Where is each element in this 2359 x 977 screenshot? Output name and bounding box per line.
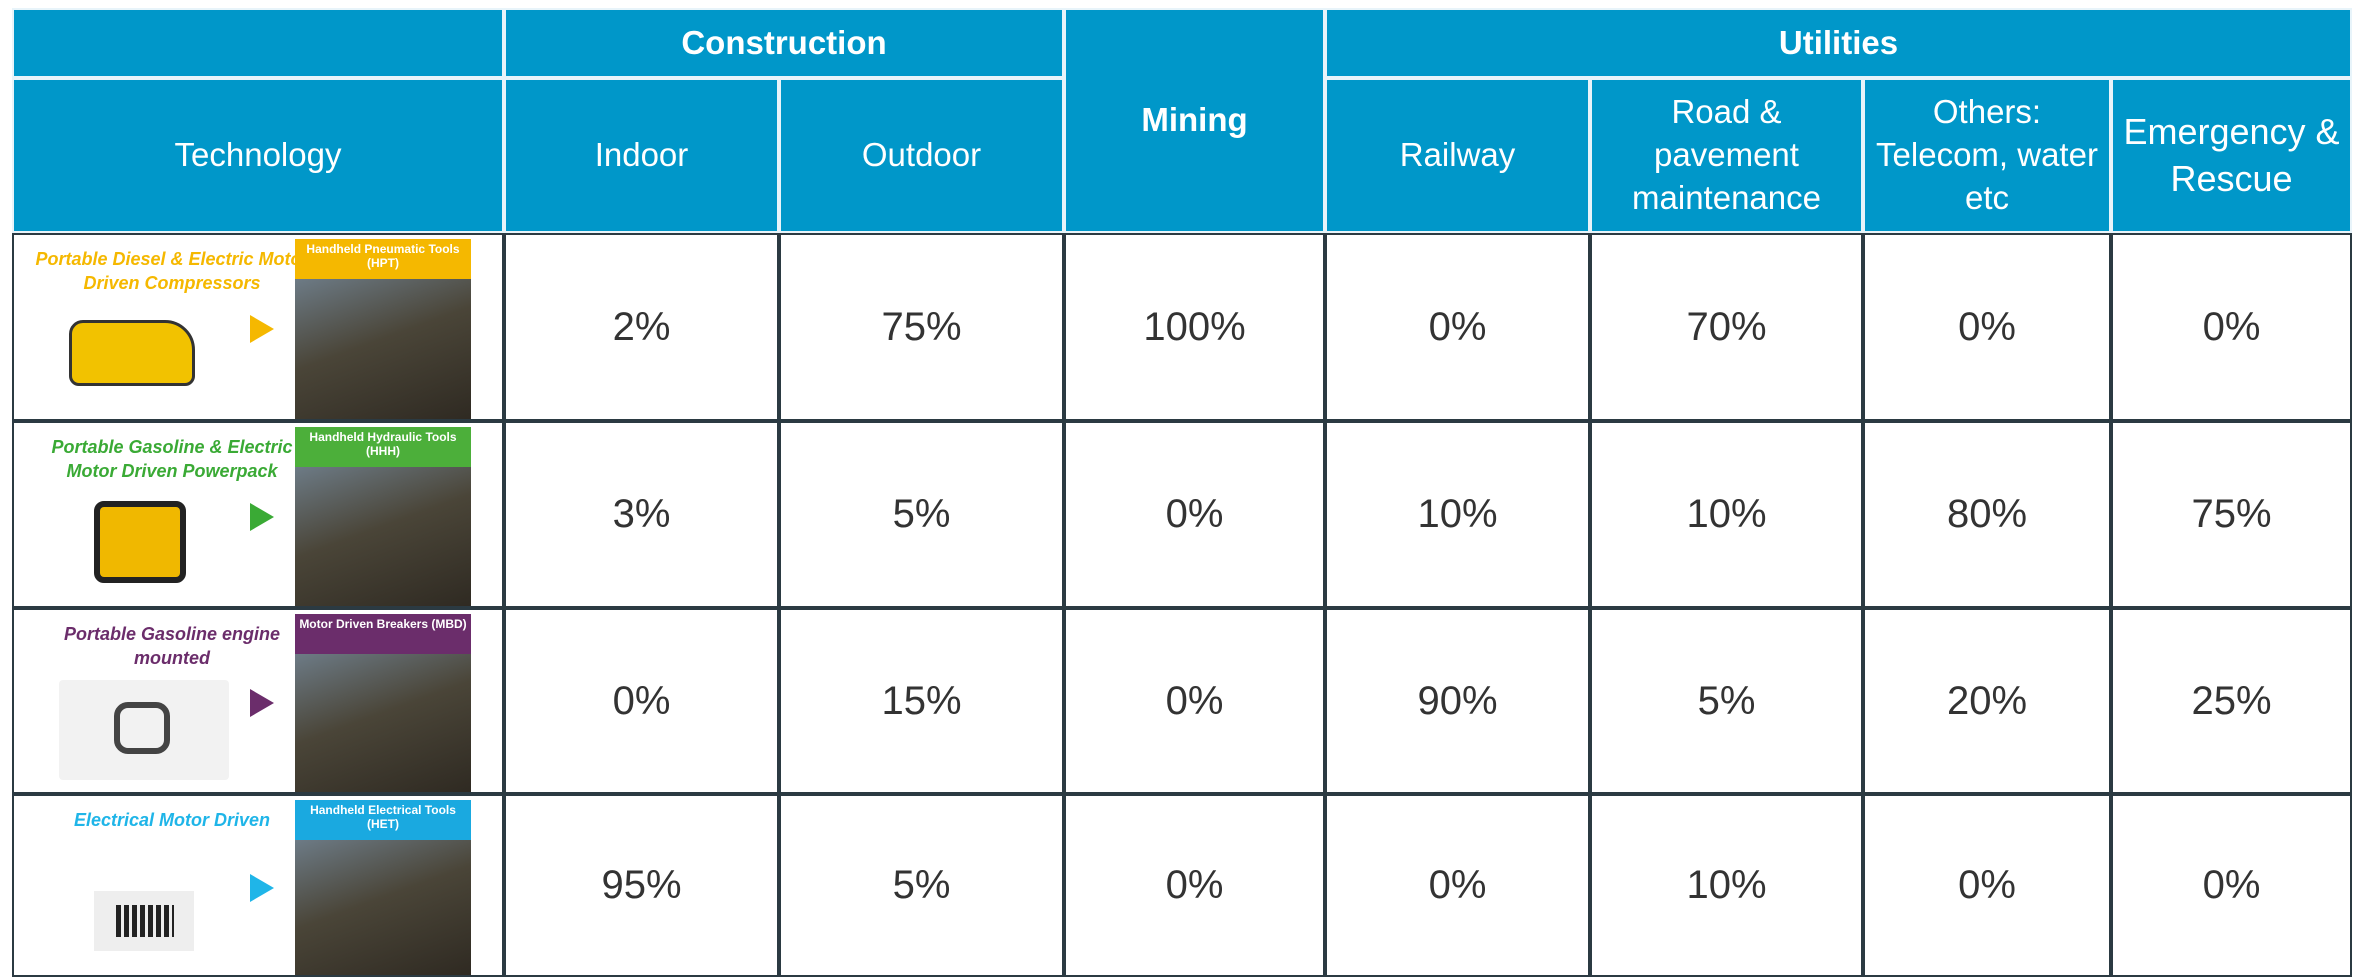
tool-photo [295, 279, 471, 419]
tool-photo [295, 467, 471, 606]
technology-label: Portable Gasoline engine mounted [34, 622, 310, 671]
machine-icon [94, 891, 194, 951]
value-cell: 2% [504, 233, 779, 421]
value-cell: 0% [1325, 794, 1590, 977]
technology-label: Portable Gasoline & Electric Motor Drive… [34, 435, 310, 484]
tool-image: Motor Driven Breakers (MBD) [295, 614, 471, 792]
arrow [250, 315, 274, 343]
tool-image: Handheld Hydraulic Tools (HHH) [295, 427, 471, 606]
technology-label: Portable Diesel & Electric Motor Driven … [34, 247, 310, 296]
page: TechnologyConstructionMiningUtilities Ind… [0, 0, 2359, 977]
machine-icon [59, 680, 229, 780]
arrow [250, 503, 274, 531]
value-cell: 0% [2111, 233, 2352, 421]
tool-label: Motor Driven Breakers (MBD) [295, 614, 471, 654]
value-cell: 0% [504, 608, 779, 794]
value-cell: 10% [1590, 421, 1863, 608]
value-cell: 0% [2111, 794, 2352, 977]
value-cell: 15% [779, 608, 1064, 794]
value-cell: 80% [1863, 421, 2111, 608]
value-cell: 20% [1863, 608, 2111, 794]
group-header: Construction [504, 8, 1064, 78]
engine-glyph [114, 702, 170, 754]
value-cell: 5% [779, 794, 1064, 977]
header-cell: Technology [12, 78, 504, 233]
column-header: Road & pavement maintenance [1590, 78, 1863, 233]
tool-label: Handheld Electrical Tools (HET) [295, 800, 471, 840]
tool-photo [295, 840, 471, 975]
arrow [250, 689, 274, 717]
value-cell: 75% [779, 233, 1064, 421]
value-cell: 100% [1064, 233, 1325, 421]
value-cell: 70% [1590, 233, 1863, 421]
value-cell: 0% [1064, 421, 1325, 608]
value-cell: 0% [1863, 794, 2111, 977]
value-cell: 0% [1064, 608, 1325, 794]
value-cell: 0% [1325, 233, 1590, 421]
value-cell: 10% [1590, 794, 1863, 977]
tool-photo [295, 654, 471, 792]
value-cell: 10% [1325, 421, 1590, 608]
technology-label: Electrical Motor Driven [34, 808, 310, 832]
group-header: Utilities [1325, 8, 2352, 78]
column-header: Others: Telecom, water etc [1863, 78, 2111, 233]
value-cell: 0% [1064, 794, 1325, 977]
value-cell: 5% [1590, 608, 1863, 794]
value-cell: 90% [1325, 608, 1590, 794]
value-cell: 0% [1863, 233, 2111, 421]
tool-label: Handheld Hydraulic Tools (HHH) [295, 427, 471, 467]
machine-icon [69, 320, 195, 386]
column-header: Indoor [504, 78, 779, 233]
value-cell: 5% [779, 421, 1064, 608]
group-header: Mining [1064, 8, 1325, 233]
column-header: Railway [1325, 78, 1590, 233]
value-cell: 3% [504, 421, 779, 608]
machine-icon [94, 501, 186, 583]
value-cell: 25% [2111, 608, 2352, 794]
column-header: Outdoor [779, 78, 1064, 233]
technology-cell: Portable Gasoline & Electric Motor Drive… [12, 421, 504, 608]
column-header: Emergency & Rescue [2111, 78, 2352, 233]
header-cell [12, 8, 504, 78]
value-cell: 95% [504, 794, 779, 977]
tool-image: Handheld Pneumatic Tools (HPT) [295, 239, 471, 419]
tool-label: Handheld Pneumatic Tools (HPT) [295, 239, 471, 279]
tool-image: Handheld Electrical Tools (HET) [295, 800, 471, 975]
value-cell: 75% [2111, 421, 2352, 608]
arrow [250, 874, 274, 902]
motor-glyph [116, 905, 174, 937]
technology-cell: Portable Diesel & Electric Motor Driven … [12, 233, 504, 421]
